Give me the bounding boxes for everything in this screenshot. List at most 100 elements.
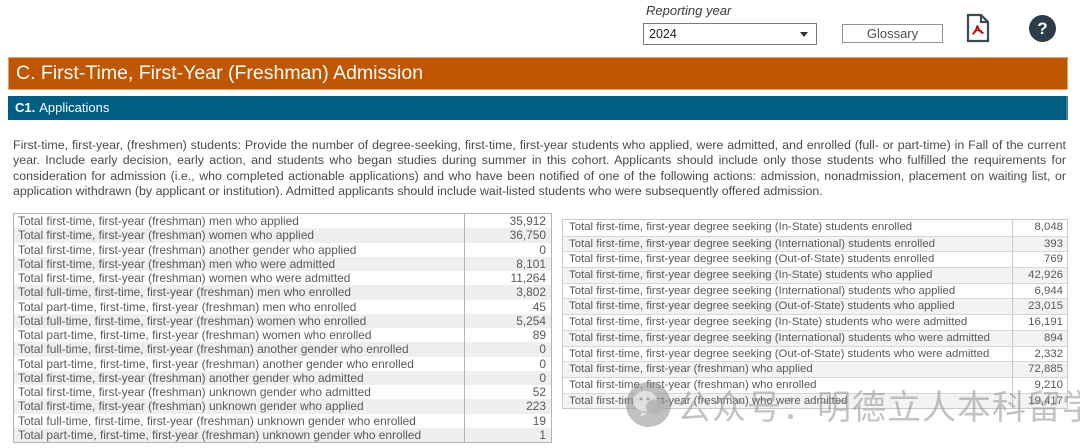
applications-by-gender-table: Total first-time, first-year (freshman) …	[13, 213, 552, 443]
row-label: Total first-time, first-year (freshman) …	[14, 214, 465, 229]
row-value: 5,254	[516, 313, 546, 328]
subsection-header-bar: C1. Applications	[8, 96, 1068, 120]
row-value: 2,332	[1034, 347, 1063, 360]
help-button[interactable]: ?	[1029, 15, 1056, 42]
row-label: Total first-time, first-year degree seek…	[563, 315, 1013, 330]
table-row: Total part-time, first-time, first-year …	[14, 356, 551, 371]
reporting-year-label: Reporting year	[646, 3, 732, 18]
table-row: Total part-time, first-time, first-year …	[14, 328, 551, 343]
table-row: Total full-time, first-time, first-year …	[14, 285, 551, 300]
row-label: Total first-time, first-year degree seek…	[563, 283, 1013, 299]
row-label: Total part-time, first-time, first-year …	[14, 299, 465, 314]
row-value: 42,926	[1028, 269, 1063, 282]
row-label: Total full-time, first-time, first-year …	[14, 285, 465, 300]
table-row: Total part-time, first-time, first-year …	[14, 299, 551, 314]
row-label: Total first-time, first-year (freshman) …	[14, 228, 465, 243]
row-value: 0	[539, 342, 546, 357]
row-value: 16,191	[1028, 316, 1063, 329]
row-label: Total full-time, first-time, first-year …	[14, 313, 465, 328]
row-label: Total first-time, first-year degree seek…	[563, 220, 1013, 236]
row-value: 6,944	[1034, 284, 1063, 297]
reporting-year-value: 2024	[649, 27, 677, 41]
row-label: Total first-time, first-year (freshman) …	[14, 385, 465, 400]
subsection-label: Applications	[39, 100, 110, 115]
glossary-button[interactable]: Glossary	[842, 24, 943, 43]
table-row: Total first-time, first-year degree seek…	[563, 345, 1067, 362]
row-label: Total first-time, first-year (freshman) …	[14, 271, 465, 286]
row-label: Total first-time, first-year (freshman) …	[14, 256, 465, 271]
table-row: Total first-time, first-year (freshman) …	[14, 228, 551, 243]
section-header-bar: C. First-Time, First-Year (Freshman) Adm…	[8, 57, 1068, 90]
table-row: Total first-time, first-year (freshman) …	[14, 271, 551, 286]
table-row: Total first-time, first-year (freshman) …	[14, 214, 551, 229]
table-row: Total first-time, first-year (freshman) …	[563, 392, 1067, 409]
row-label: Total first-time, first-year degree seek…	[563, 252, 1013, 268]
table-row: Total full-time, first-time, first-year …	[14, 413, 551, 428]
row-value: 89	[532, 328, 546, 342]
subsection-code: C1.	[15, 100, 36, 115]
row-value: 769	[1043, 253, 1063, 266]
row-label: Total first-time, first-year (freshman) …	[563, 362, 1013, 377]
reporting-year-select[interactable]: 2024	[643, 23, 817, 45]
table-row: Total first-time, first-year degree seek…	[563, 267, 1067, 283]
row-value: 393	[1043, 237, 1063, 250]
row-label: Total first-time, first-year degree seek…	[563, 346, 1013, 362]
row-value: 9,210	[1034, 378, 1063, 391]
row-label: Total first-time, first-year (freshman) …	[14, 399, 465, 414]
row-label: Total first-time, first-year degree seek…	[563, 330, 1013, 346]
table-row: Total full-time, first-time, first-year …	[14, 313, 551, 328]
row-value: 0	[539, 370, 546, 385]
row-value: 3,802	[516, 285, 546, 300]
row-label: Total first-time, first-year (freshman) …	[563, 377, 1013, 393]
row-value: 23,015	[1028, 300, 1063, 313]
row-label: Total part-time, first-time, first-year …	[14, 328, 465, 343]
row-value: 19,417	[1028, 394, 1063, 407]
question-mark-icon: ?	[1037, 19, 1048, 38]
row-value: 45	[532, 299, 546, 314]
row-label: Total part-time, first-time, first-year …	[14, 356, 465, 371]
row-value: 35,912	[509, 214, 546, 228]
table-row: Total first-time, first-year degree seek…	[563, 251, 1067, 268]
row-label: Total first-time, first-year (freshman) …	[14, 370, 465, 385]
row-label: Total part-time, first-time, first-year …	[14, 427, 465, 442]
table-row: Total first-time, first-year (freshman) …	[563, 361, 1067, 377]
row-value: 52	[532, 385, 546, 399]
table-row: Total first-time, first-year (freshman) …	[14, 242, 551, 257]
row-value: 223	[526, 399, 546, 414]
table-row: Total part-time, first-time, first-year …	[14, 427, 551, 442]
row-value: 72,885	[1028, 363, 1063, 376]
table-row: Total first-time, first-year (freshman) …	[14, 385, 551, 400]
table-row: Total first-time, first-year degree seek…	[563, 220, 1067, 236]
row-label: Total first-time, first-year degree seek…	[563, 299, 1013, 315]
row-label: Total first-time, first-year (freshman) …	[14, 242, 465, 257]
row-label: Total first-time, first-year degree seek…	[563, 236, 1013, 252]
row-value: 0	[539, 356, 546, 371]
row-value: 19	[532, 413, 546, 428]
table-row: Total first-time, first-year degree seek…	[563, 282, 1067, 299]
instructions-text: First-time, first-year, (freshmen) stude…	[13, 138, 1066, 199]
table-row: Total first-time, first-year degree seek…	[563, 235, 1067, 252]
row-label: Total full-time, first-time, first-year …	[14, 342, 465, 357]
pdf-document-icon	[965, 13, 991, 43]
row-value: 1	[539, 427, 546, 442]
row-value: 0	[539, 242, 546, 257]
section-title: C. First-Time, First-Year (Freshman) Adm…	[16, 62, 424, 84]
table-row: Total first-time, first-year (freshman) …	[14, 370, 551, 385]
table-row: Total full-time, first-time, first-year …	[14, 342, 551, 357]
table-row: Total first-time, first-year (freshman) …	[14, 256, 551, 271]
row-label: Total first-time, first-year (freshman) …	[563, 393, 1013, 409]
row-label: Total full-time, first-time, first-year …	[14, 413, 465, 428]
pdf-export-button[interactable]	[965, 13, 991, 43]
table-row: Total first-time, first-year degree seek…	[563, 314, 1067, 330]
table-row: Total first-time, first-year degree seek…	[563, 298, 1067, 315]
row-label: Total first-time, first-year degree seek…	[563, 268, 1013, 283]
chevron-down-icon	[800, 32, 808, 37]
row-value: 8,048	[1034, 221, 1063, 233]
row-value: 11,264	[510, 271, 547, 285]
row-value: 894	[1043, 331, 1063, 344]
row-value: 8,101	[516, 256, 546, 271]
applications-by-residency-table: Total first-time, first-year degree seek…	[562, 219, 1068, 410]
table-row: Total first-time, first-year (freshman) …	[14, 399, 551, 414]
table-row: Total first-time, first-year (freshman) …	[563, 376, 1067, 393]
table-row: Total first-time, first-year degree seek…	[563, 329, 1067, 346]
